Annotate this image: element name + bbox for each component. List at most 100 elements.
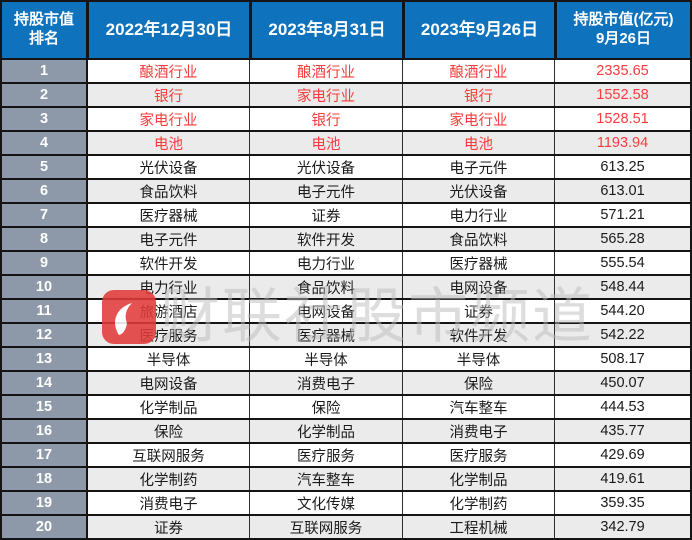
industry-cell-2022-12-30: 医疗器械 bbox=[86, 204, 249, 226]
industry-cell-2023-08-31: 化学制品 bbox=[249, 420, 402, 442]
value-cell: 1552.58 bbox=[554, 84, 690, 106]
table-row: 6 食品饮料 电子元件 光伏设备 613.01 bbox=[2, 178, 690, 202]
table-row: 18 化学制药 汽车整车 化学制品 419.61 bbox=[2, 466, 690, 490]
rank-cell: 10 bbox=[2, 276, 86, 298]
value-cell: 571.21 bbox=[554, 204, 690, 226]
industry-cell-2022-12-30: 光伏设备 bbox=[86, 156, 249, 178]
industry-cell-2023-08-31: 电池 bbox=[249, 132, 402, 154]
industry-cell-2023-09-26: 酿酒行业 bbox=[402, 60, 554, 82]
industry-cell-2023-09-26: 半导体 bbox=[402, 348, 554, 370]
value-cell: 450.07 bbox=[554, 372, 690, 394]
industry-cell-2023-08-31: 医疗服务 bbox=[249, 444, 402, 466]
industry-cell-2023-08-31: 电网设备 bbox=[249, 300, 402, 322]
value-cell: 555.54 bbox=[554, 252, 690, 274]
value-cell: 565.28 bbox=[554, 228, 690, 250]
rank-cell: 12 bbox=[2, 324, 86, 346]
industry-cell-2023-08-31: 互联网服务 bbox=[249, 516, 402, 538]
table-row: 5 光伏设备 光伏设备 电子元件 613.25 bbox=[2, 154, 690, 178]
header-rank-line2: 排名 bbox=[28, 30, 59, 47]
industry-cell-2023-09-26: 消费电子 bbox=[402, 420, 554, 442]
value-cell: 2335.65 bbox=[554, 60, 690, 82]
industry-cell-2023-09-26: 化学制药 bbox=[402, 492, 554, 514]
header-value-line1: 持股市值(亿元) bbox=[573, 11, 674, 29]
industry-cell-2023-09-26: 电力行业 bbox=[402, 204, 554, 226]
industry-cell-2023-08-31: 医疗器械 bbox=[249, 324, 402, 346]
rank-cell: 1 bbox=[2, 60, 86, 82]
table-row: 2 银行 家电行业 银行 1552.58 bbox=[2, 82, 690, 106]
table-row: 11 旅游酒店 电网设备 证券 544.20 bbox=[2, 298, 690, 322]
industry-cell-2022-12-30: 电网设备 bbox=[86, 372, 249, 394]
rank-cell: 18 bbox=[2, 468, 86, 490]
table-row: 9 软件开发 电力行业 医疗器械 555.54 bbox=[2, 250, 690, 274]
table-row: 1 酿酒行业 酿酒行业 酿酒行业 2335.65 bbox=[2, 58, 690, 82]
header-date-2022-12-30: 2022年12月30日 bbox=[86, 2, 249, 58]
industry-cell-2022-12-30: 软件开发 bbox=[86, 252, 249, 274]
industry-cell-2022-12-30: 半导体 bbox=[86, 348, 249, 370]
table-row: 19 消费电子 文化传媒 化学制药 359.35 bbox=[2, 490, 690, 514]
rank-cell: 15 bbox=[2, 396, 86, 418]
industry-cell-2023-09-26: 软件开发 bbox=[402, 324, 554, 346]
industry-cell-2022-12-30: 互联网服务 bbox=[86, 444, 249, 466]
industry-cell-2023-08-31: 保险 bbox=[249, 396, 402, 418]
industry-cell-2023-09-26: 医疗服务 bbox=[402, 444, 554, 466]
industry-cell-2023-08-31: 食品饮料 bbox=[249, 276, 402, 298]
industry-cell-2022-12-30: 化学制药 bbox=[86, 468, 249, 490]
industry-cell-2022-12-30: 电力行业 bbox=[86, 276, 249, 298]
table-row: 12 医疗服务 医疗器械 软件开发 542.22 bbox=[2, 322, 690, 346]
industry-cell-2022-12-30: 保险 bbox=[86, 420, 249, 442]
rank-cell: 7 bbox=[2, 204, 86, 226]
table-row: 3 家电行业 银行 家电行业 1528.51 bbox=[2, 106, 690, 130]
rank-cell: 4 bbox=[2, 132, 86, 154]
industry-cell-2022-12-30: 酿酒行业 bbox=[86, 60, 249, 82]
industry-cell-2023-09-26: 电网设备 bbox=[402, 276, 554, 298]
rank-cell: 11 bbox=[2, 300, 86, 322]
value-cell: 342.79 bbox=[554, 516, 690, 538]
industry-cell-2023-09-26: 证券 bbox=[402, 300, 554, 322]
rank-cell: 9 bbox=[2, 252, 86, 274]
industry-cell-2023-09-26: 光伏设备 bbox=[402, 180, 554, 202]
industry-cell-2022-12-30: 电池 bbox=[86, 132, 249, 154]
value-cell: 548.44 bbox=[554, 276, 690, 298]
rank-cell: 13 bbox=[2, 348, 86, 370]
value-cell: 429.69 bbox=[554, 444, 690, 466]
table-row: 17 互联网服务 医疗服务 医疗服务 429.69 bbox=[2, 442, 690, 466]
industry-cell-2022-12-30: 银行 bbox=[86, 84, 249, 106]
rank-cell: 5 bbox=[2, 156, 86, 178]
table-body: 1 酿酒行业 酿酒行业 酿酒行业 2335.65 2 银行 家电行业 银行 1552.58 3 家电行… bbox=[2, 58, 690, 538]
value-cell: 544.20 bbox=[554, 300, 690, 322]
industry-cell-2023-08-31: 软件开发 bbox=[249, 228, 402, 250]
value-cell: 1193.94 bbox=[554, 132, 690, 154]
industry-cell-2023-08-31: 证券 bbox=[249, 204, 402, 226]
industry-cell-2022-12-30: 食品饮料 bbox=[86, 180, 249, 202]
industry-cell-2022-12-30: 旅游酒店 bbox=[86, 300, 249, 322]
rank-cell: 2 bbox=[2, 84, 86, 106]
industry-cell-2023-08-31: 电子元件 bbox=[249, 180, 402, 202]
value-cell: 435.77 bbox=[554, 420, 690, 442]
table-row: 16 保险 化学制品 消费电子 435.77 bbox=[2, 418, 690, 442]
industry-cell-2023-08-31: 文化传媒 bbox=[249, 492, 402, 514]
industry-cell-2023-09-26: 汽车整车 bbox=[402, 396, 554, 418]
industry-cell-2022-12-30: 消费电子 bbox=[86, 492, 249, 514]
industry-cell-2022-12-30: 化学制品 bbox=[86, 396, 249, 418]
industry-cell-2023-08-31: 银行 bbox=[249, 108, 402, 130]
rank-cell: 8 bbox=[2, 228, 86, 250]
industry-cell-2023-09-26: 电子元件 bbox=[402, 156, 554, 178]
industry-cell-2023-09-26: 医疗器械 bbox=[402, 252, 554, 274]
header-rank-column: 持股市值 排名 bbox=[2, 2, 86, 58]
header-value-column: 持股市值(亿元) 9月26日 bbox=[554, 2, 690, 58]
value-cell: 419.61 bbox=[554, 468, 690, 490]
table-row: 4 电池 电池 电池 1193.94 bbox=[2, 130, 690, 154]
table-row: 20 证券 互联网服务 工程机械 342.79 bbox=[2, 514, 690, 538]
industry-cell-2023-08-31: 家电行业 bbox=[249, 84, 402, 106]
value-cell: 359.35 bbox=[554, 492, 690, 514]
header-rank-line1: 持股市值 bbox=[13, 11, 74, 29]
industry-cell-2023-09-26: 工程机械 bbox=[402, 516, 554, 538]
industry-cell-2023-08-31: 电力行业 bbox=[249, 252, 402, 274]
value-cell: 508.17 bbox=[554, 348, 690, 370]
rank-cell: 14 bbox=[2, 372, 86, 394]
industry-cell-2023-08-31: 半导体 bbox=[249, 348, 402, 370]
value-cell: 1528.51 bbox=[554, 108, 690, 130]
industry-cell-2023-09-26: 家电行业 bbox=[402, 108, 554, 130]
table-row: 10 电力行业 食品饮料 电网设备 548.44 bbox=[2, 274, 690, 298]
